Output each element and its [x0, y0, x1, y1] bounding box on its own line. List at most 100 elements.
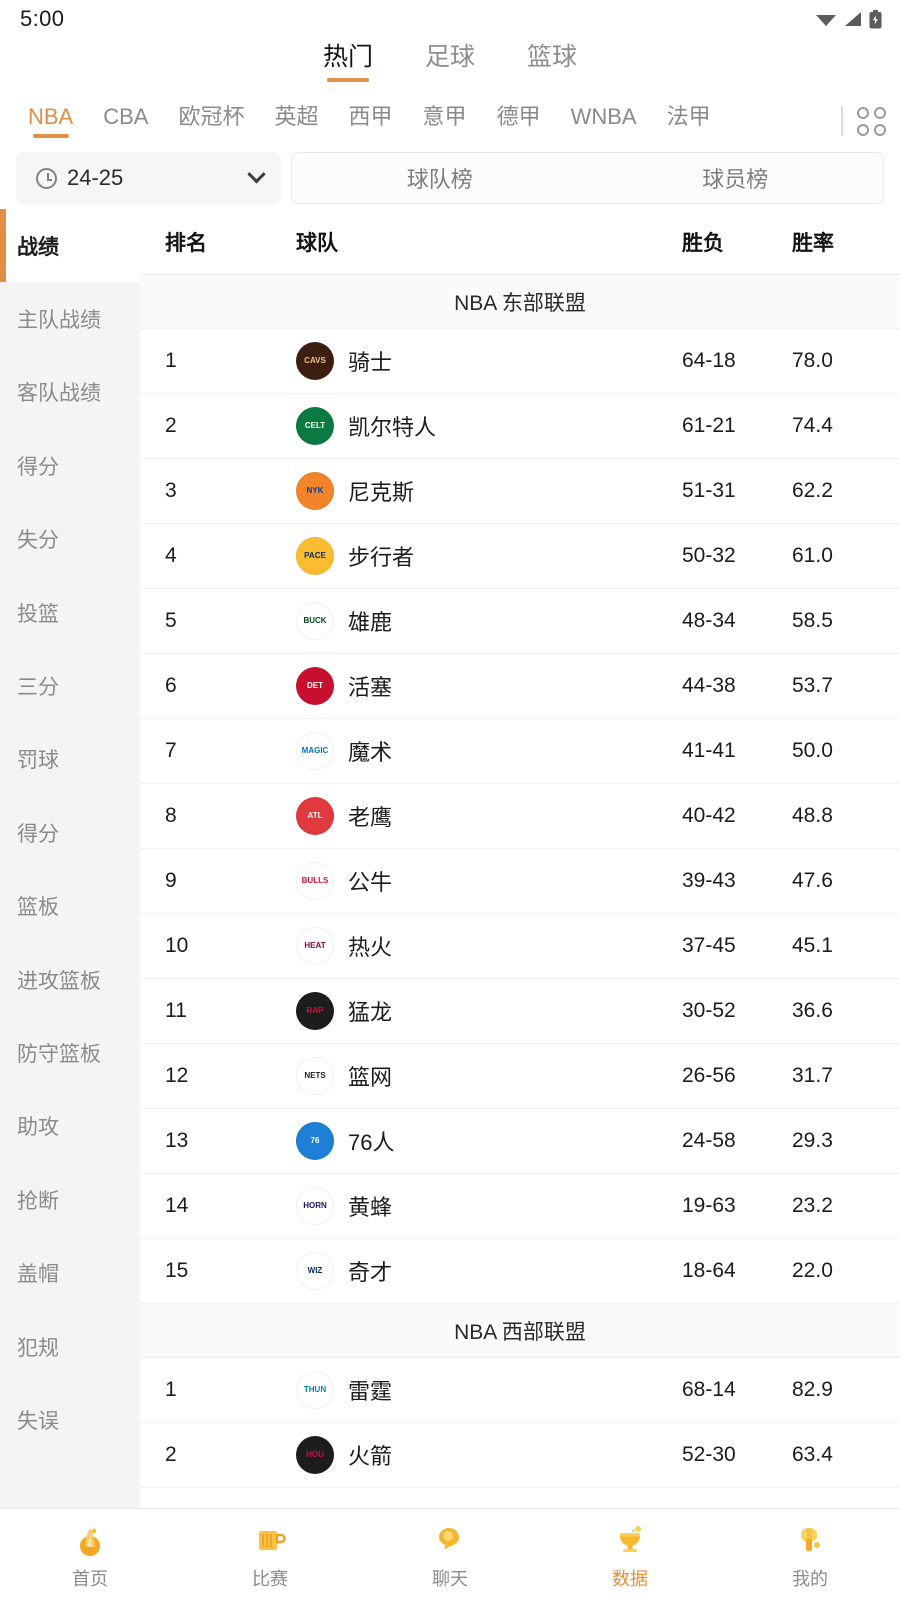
- nav-item-match[interactable]: 比赛: [180, 1519, 360, 1591]
- table-row[interactable]: 9 BULLS 公牛 39-43 47.6: [140, 849, 900, 914]
- table-row[interactable]: 1 THUN 雷霆 68-14 82.9: [140, 1358, 900, 1423]
- table-row[interactable]: 8 ATL 老鹰 40-42 48.8: [140, 784, 900, 849]
- table-row[interactable]: 2 HOU 火箭 52-30 63.4: [140, 1423, 900, 1488]
- cell-win-pct: 62.2: [792, 479, 833, 502]
- sidebar-item-steals[interactable]: 抢断: [17, 1189, 59, 1213]
- cell-rank: 8: [165, 804, 177, 827]
- table-row[interactable]: 14 HORN 黄蜂 19-63 23.2: [140, 1174, 900, 1239]
- hornets-logo: HORN: [296, 1187, 334, 1225]
- stat-category-sidebar[interactable]: 战绩 主队战绩 客队战绩 得分 失分 投篮 三分 罚球 得分 篮板 进攻篮板 防…: [0, 209, 140, 1508]
- conference-section-header: NBA 东部联盟: [140, 275, 900, 329]
- bucks-logo: BUCK: [296, 602, 334, 640]
- cell-win-pct: 50.0: [792, 739, 833, 762]
- league-tab-nba[interactable]: NBA: [26, 102, 75, 140]
- sidebar-item-assists[interactable]: 助攻: [17, 1116, 59, 1140]
- sidebar-item-rebounds[interactable]: 篮板: [17, 896, 59, 920]
- tab-player-ranking[interactable]: 球员榜: [702, 167, 769, 192]
- cell-record: 61-21: [682, 414, 736, 437]
- grid-expand-icon[interactable]: [857, 106, 886, 136]
- conference-section-header: NBA 西部联盟: [140, 1304, 900, 1358]
- tab-football[interactable]: 足球: [424, 43, 475, 71]
- table-body: NBA 东部联盟 1 CAVS 骑士 64-18 78.0 2 CELT 凯尔特人 61-21 74…: [140, 275, 900, 1488]
- nav-item-chat[interactable]: 聊天: [360, 1519, 540, 1591]
- tab-basketball[interactable]: 篮球: [527, 43, 578, 71]
- nets-logo: NETS: [296, 1057, 334, 1095]
- sidebar-item-points[interactable]: 得分: [17, 455, 59, 479]
- sidebar-item-scoring[interactable]: 得分: [17, 822, 59, 846]
- top-category-tabs: 热门 足球 篮球: [0, 38, 900, 95]
- sidebar-item-home-record[interactable]: 主队战绩: [17, 309, 101, 333]
- sidebar-item-record[interactable]: 战绩: [0, 209, 140, 283]
- cell-team: 76 76人: [280, 1122, 682, 1160]
- match-icon: [249, 1519, 291, 1561]
- nav-label-data: 数据: [612, 1568, 648, 1589]
- cell-rank: 2: [165, 1443, 177, 1466]
- league-tab-scroll[interactable]: NBA CBA 欧冠杯 英超 西甲 意甲 德甲 WNBA 法甲: [26, 102, 831, 140]
- league-tab-bundesliga[interactable]: 德甲: [496, 104, 541, 129]
- rockets-logo: HOU: [296, 1436, 334, 1474]
- sidebar-item-away-record[interactable]: 客队战绩: [17, 382, 101, 406]
- season-value: 24-25: [67, 165, 124, 190]
- table-row[interactable]: 4 PACE 步行者 50-32 61.0: [140, 524, 900, 589]
- league-tab-epl[interactable]: 英超: [274, 104, 319, 129]
- table-row[interactable]: 13 76 76人 24-58 29.3: [140, 1109, 900, 1174]
- standings-table: 排名 球队 胜负 胜率 NBA 东部联盟 1 CAVS 骑士 64-18 78.0 2 CEL…: [140, 209, 900, 1508]
- team-name: 凯尔特人: [348, 415, 437, 440]
- table-row[interactable]: 5 BUCK 雄鹿 48-34 58.5: [140, 589, 900, 654]
- cell-team: NETS 篮网: [280, 1057, 682, 1095]
- nav-item-home[interactable]: 首页: [0, 1519, 180, 1591]
- sidebar-item-blocks[interactable]: 盖帽: [17, 1263, 59, 1287]
- divider: [841, 106, 843, 136]
- cell-win-pct: 78.0: [792, 349, 833, 372]
- cell-win-pct: 45.1: [792, 934, 833, 957]
- sidebar-item-turnovers[interactable]: 失误: [17, 1409, 59, 1433]
- profile-icon: [789, 1519, 831, 1561]
- sidebar-item-points-allowed[interactable]: 失分: [17, 529, 59, 553]
- table-row[interactable]: 7 MAGIC 魔术 41-41 50.0: [140, 719, 900, 784]
- cell-team: PACE 步行者: [280, 537, 682, 575]
- team-name: 热火: [348, 935, 393, 960]
- table-row[interactable]: 2 CELT 凯尔特人 61-21 74.4: [140, 394, 900, 459]
- celtics-logo: CELT: [296, 407, 334, 445]
- table-row[interactable]: 11 RAP 猛龙 30-52 36.6: [140, 979, 900, 1044]
- cell-record: 18-64: [682, 1259, 736, 1282]
- sidebar-item-field-goals[interactable]: 投篮: [17, 602, 59, 626]
- cell-win-pct: 58.5: [792, 609, 833, 632]
- tab-hot[interactable]: 热门: [319, 43, 377, 82]
- table-row[interactable]: 12 NETS 篮网 26-56 31.7: [140, 1044, 900, 1109]
- league-tab-cba[interactable]: CBA: [103, 104, 149, 129]
- table-row[interactable]: 15 WIZ 奇才 18-64 22.0: [140, 1239, 900, 1304]
- league-tab-laliga[interactable]: 西甲: [348, 104, 393, 129]
- sidebar-item-fouls[interactable]: 犯规: [17, 1336, 59, 1360]
- sidebar-item-free-throws[interactable]: 罚球: [17, 749, 59, 773]
- table-row[interactable]: 10 HEAT 热火 37-45 45.1: [140, 914, 900, 979]
- table-row[interactable]: 3 NYK 尼克斯 51-31 62.2: [140, 459, 900, 524]
- knicks-logo: NYK: [296, 472, 334, 510]
- table-row[interactable]: 6 DET 活塞 44-38 53.7: [140, 654, 900, 719]
- nav-item-data[interactable]: 数据: [540, 1519, 720, 1591]
- cell-record: 30-52: [682, 999, 736, 1022]
- cell-team: RAP 猛龙: [280, 992, 682, 1030]
- sidebar-item-offensive-rebounds[interactable]: 进攻篮板: [17, 969, 101, 993]
- league-tab-ucl[interactable]: 欧冠杯: [178, 104, 245, 129]
- league-tab-wnba[interactable]: WNBA: [570, 104, 637, 129]
- cell-team: HEAT 热火: [280, 927, 682, 965]
- cell-rank: 13: [165, 1129, 189, 1152]
- league-tab-seriea[interactable]: 意甲: [422, 104, 467, 129]
- team-name: 奇才: [348, 1260, 393, 1285]
- tab-team-ranking[interactable]: 球队榜: [406, 167, 473, 192]
- sidebar-item-defensive-rebounds[interactable]: 防守篮板: [17, 1042, 101, 1066]
- cavaliers-logo: CAVS: [296, 342, 334, 380]
- league-tab-ligue1[interactable]: 法甲: [666, 104, 711, 129]
- table-row[interactable]: 1 CAVS 骑士 64-18 78.0: [140, 329, 900, 394]
- nav-item-profile[interactable]: 我的: [720, 1519, 900, 1591]
- nav-label-match: 比赛: [252, 1568, 288, 1589]
- sidebar-item-three-points[interactable]: 三分: [17, 676, 59, 700]
- magic-logo: MAGIC: [296, 732, 334, 770]
- season-select[interactable]: 24-25: [16, 152, 281, 204]
- cell-team: DET 活塞: [280, 667, 682, 705]
- cell-rank: 11: [165, 999, 187, 1022]
- cell-win-pct: 61.0: [792, 544, 833, 567]
- nav-label-profile: 我的: [792, 1568, 828, 1589]
